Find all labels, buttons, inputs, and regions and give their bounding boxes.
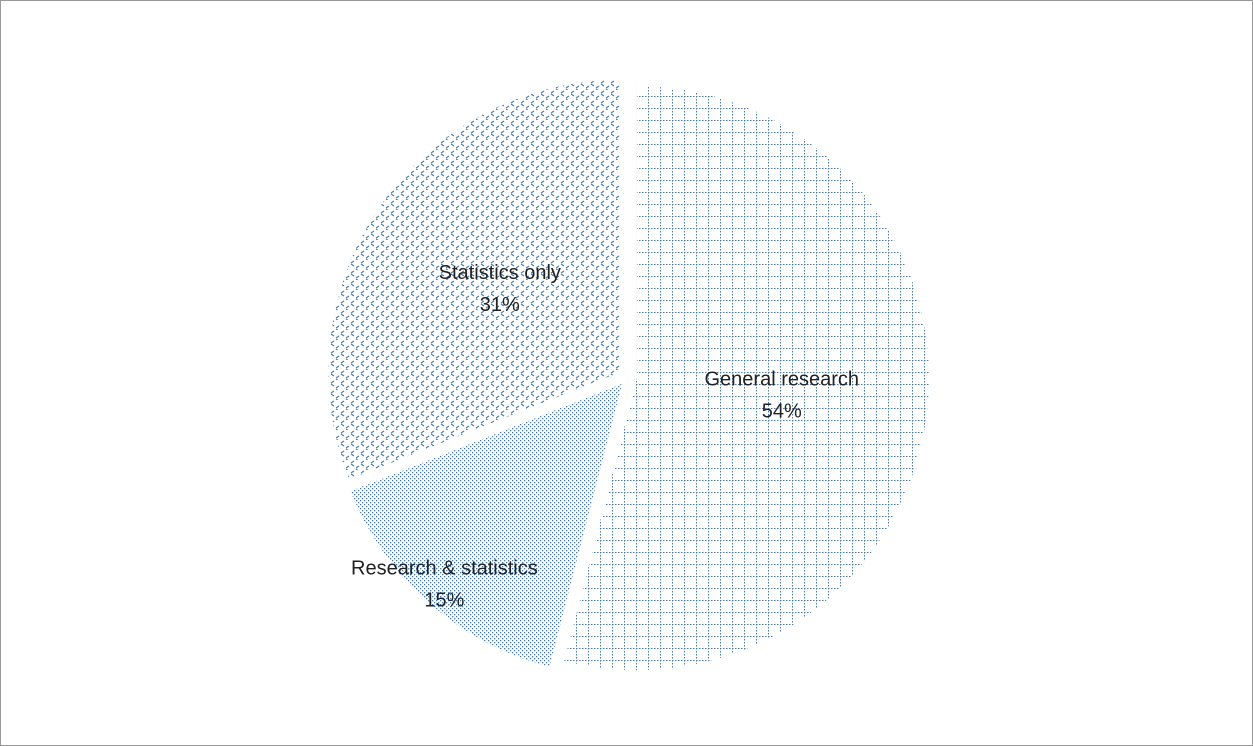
slice-label: Research & statistics	[351, 558, 538, 580]
pie-slice	[564, 86, 929, 671]
slice-label: Statistics only	[439, 262, 561, 284]
value-label: 15%	[424, 590, 464, 612]
slice-label: General research	[705, 369, 860, 391]
value-label: 54%	[762, 401, 802, 423]
pie-slice	[350, 383, 623, 667]
pie-slice	[328, 79, 621, 480]
value-label: 31%	[480, 294, 520, 316]
